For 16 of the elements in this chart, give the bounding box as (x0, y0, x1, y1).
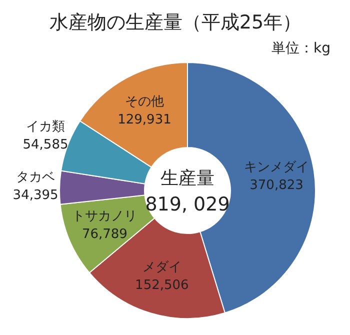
slice-label: キンメダイ (244, 160, 310, 176)
data-label: 370,823 (250, 178, 304, 194)
text: 生産量 (160, 168, 214, 189)
slice-label: タカベ (16, 170, 56, 185)
text: 819, 029 (145, 194, 230, 216)
chart-subtitle: 単位：kg (272, 40, 331, 56)
slice-label: メダイ (142, 260, 182, 275)
slice-label: その他 (124, 94, 164, 110)
data-label: 76,789 (82, 226, 128, 242)
data-label: 129,931 (118, 112, 172, 128)
chart-title: 水産物の生産量（平成25年） (49, 12, 302, 34)
data-label: 54,585 (22, 137, 68, 152)
slice-label: トサカノリ (72, 208, 138, 224)
slice-label: イカ類 (26, 119, 65, 134)
data-label: 34,395 (12, 188, 58, 203)
data-label: 152,506 (135, 278, 189, 293)
